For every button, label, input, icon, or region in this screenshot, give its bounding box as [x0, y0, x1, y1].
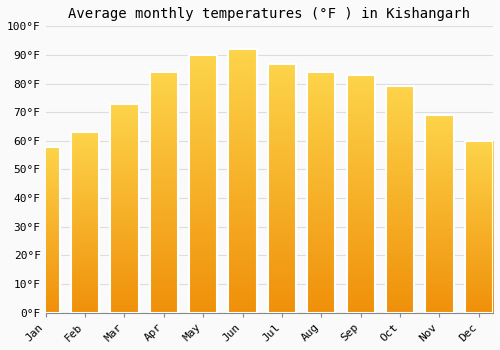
Bar: [346, 75, 375, 313]
Bar: [150, 72, 178, 313]
Bar: [228, 49, 256, 313]
Bar: [307, 72, 336, 313]
Bar: [386, 86, 414, 313]
Title: Average monthly temperatures (°F ) in Kishangarh: Average monthly temperatures (°F ) in Ki…: [68, 7, 470, 21]
Bar: [268, 63, 296, 313]
Bar: [464, 141, 493, 313]
Bar: [71, 132, 99, 313]
Bar: [189, 55, 218, 313]
Bar: [32, 147, 60, 313]
Bar: [426, 115, 454, 313]
Bar: [110, 104, 138, 313]
